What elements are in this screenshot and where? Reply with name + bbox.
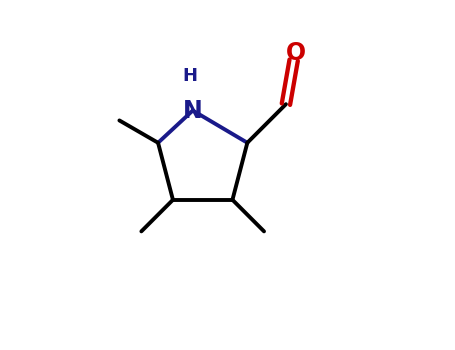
Text: N: N bbox=[183, 98, 202, 122]
Text: O: O bbox=[286, 41, 306, 65]
Text: H: H bbox=[183, 67, 198, 85]
